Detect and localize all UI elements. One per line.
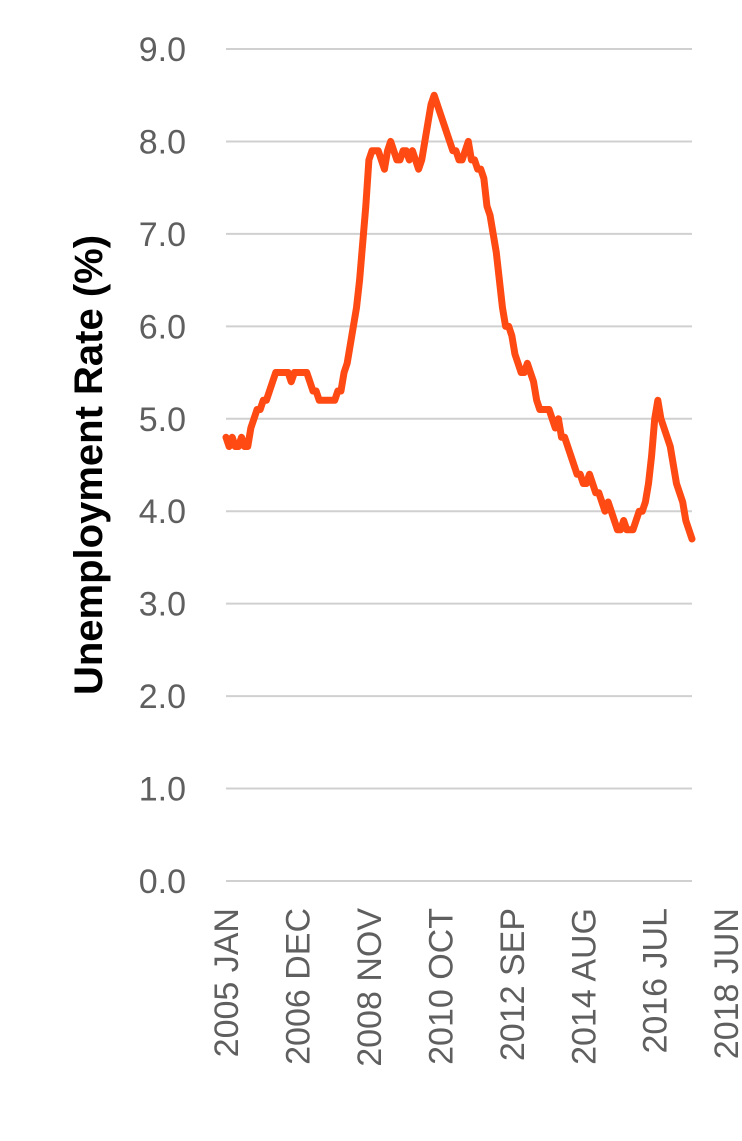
x-tick-label: 2012 SEP	[494, 908, 532, 1061]
x-axis-tick-labels: 2005 JAN 2006 DEC 2008 NOV 2010 OCT 2012 SEP…	[208, 908, 742, 1067]
y-tick-label: 3.0	[139, 586, 186, 624]
y-tick-label: 7.0	[139, 216, 186, 254]
series-layer	[222, 91, 696, 543]
x-tick-label: 2018 JUN	[708, 908, 742, 1059]
y-tick-label: 1.0	[139, 771, 186, 809]
y-axis-label: Unemployment Rate (%)	[67, 235, 111, 695]
y-tick-label: 5.0	[139, 401, 186, 439]
y-tick-label: 6.0	[139, 308, 186, 346]
x-tick-label: 2014 AUG	[565, 908, 603, 1065]
x-tick-label: 2005 JAN	[208, 908, 246, 1057]
unemployment-rate-line	[222, 91, 696, 543]
y-tick-label: 2.0	[139, 678, 186, 716]
x-tick-label: 2016 JUL	[637, 908, 675, 1054]
x-tick-label: 2008 NOV	[351, 908, 389, 1067]
y-tick-label: 0.0	[139, 863, 186, 901]
y-axis-tick-labels: 0.0 1.0 2.0 3.0 4.0 5.0 6.0 7.0 8.0 9.0	[139, 31, 186, 901]
x-tick-label: 2006 DEC	[279, 908, 317, 1065]
x-tick-label: 2010 OCT	[422, 908, 460, 1065]
y-tick-label: 4.0	[139, 493, 186, 531]
y-tick-label: 8.0	[139, 123, 186, 161]
y-tick-label: 9.0	[139, 31, 186, 69]
gridlines	[226, 48, 692, 882]
